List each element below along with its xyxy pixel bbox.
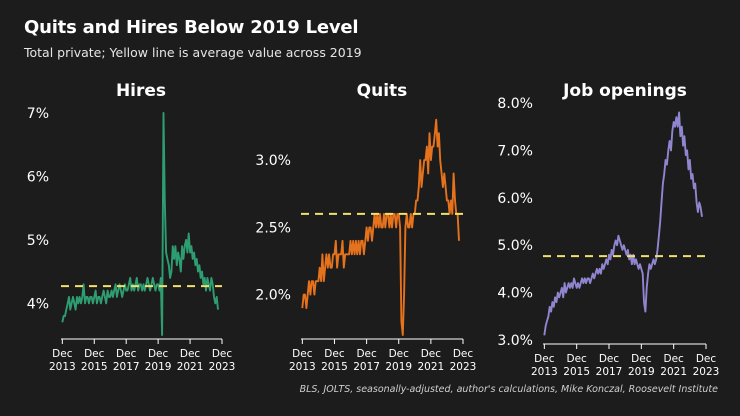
hires-y-tick-label: 5%: [27, 233, 49, 249]
quits-chart: Quits2.0%2.5%3.0%Dec2013Dec2015Dec2017De…: [255, 81, 476, 373]
quits-x-tick-label: Dec: [356, 348, 377, 360]
hires-x-tick-label: 2017: [113, 361, 140, 373]
hires-x-tick-label: 2015: [81, 361, 108, 373]
hires-x-tick-label: Dec: [52, 348, 73, 360]
hires-x-tick-label: 2019: [145, 361, 172, 373]
job-openings-x-tick-label: 2013: [531, 366, 558, 378]
hires-series-line: [61, 112, 219, 336]
job-openings-x-tick-label: 2017: [596, 366, 623, 378]
quits-x-tick-label: Dec: [292, 348, 313, 360]
hires-x-tick-label: Dec: [148, 348, 169, 360]
job-openings-y-tick-label: 5.0%: [497, 238, 533, 254]
quits-y-tick-label: 3.0%: [255, 153, 291, 169]
hires-y-tick-label: 6%: [27, 169, 49, 185]
hires-x-tick-label: 2013: [49, 361, 76, 373]
page-title: Quits and Hires Below 2019 Level: [24, 17, 359, 38]
job-openings-y-tick-label: 4.0%: [497, 286, 533, 302]
job-openings-y-tick-label: 7.0%: [497, 143, 533, 159]
job-openings-x-tick-label: Dec: [567, 353, 588, 365]
quits-x-tick-label: 2013: [289, 361, 316, 373]
quits-x-tick-label: 2015: [321, 361, 348, 373]
quits-x-tick-label: 2017: [353, 361, 380, 373]
hires-chart: Hires4%5%6%7%Dec2013Dec2015Dec2017Dec201…: [27, 81, 236, 373]
page-subtitle: Total private; Yellow line is average va…: [24, 45, 362, 60]
job-openings-y-tick-label: 3.0%: [497, 333, 533, 349]
job-openings-x-tick-label: Dec: [599, 353, 620, 365]
quits-y-tick-label: 2.5%: [255, 220, 291, 236]
hires-x-tick-label: 2023: [209, 361, 236, 373]
job-openings-y-tick-label: 6.0%: [497, 191, 533, 207]
hires-y-tick-label: 4%: [27, 296, 49, 312]
job-openings-chart: Job openings3.0%4.0%5.0%6.0%7.0%8.0%Dec2…: [497, 81, 719, 378]
job-openings-x-tick-label: 2015: [563, 366, 590, 378]
quits-x-tick-label: Dec: [324, 348, 345, 360]
quits-series-line: [301, 118, 460, 336]
quits-x-tick-label: 2023: [450, 361, 477, 373]
hires-x-tick-label: Dec: [212, 348, 233, 360]
job-openings-x-tick-label: Dec: [664, 353, 685, 365]
job-openings-x-tick-label: 2023: [693, 366, 720, 378]
quits-x-tick-label: 2019: [385, 361, 412, 373]
hires-x-tick-label: Dec: [180, 348, 201, 360]
quits-x-tick-label: Dec: [453, 348, 474, 360]
job-openings-x-tick-label: Dec: [534, 353, 555, 365]
job-openings-x-tick-label: Dec: [631, 353, 652, 365]
hires-chart-title: Hires: [116, 81, 166, 101]
hires-x-tick-label: Dec: [116, 348, 137, 360]
quits-y-tick-label: 2.0%: [255, 288, 291, 304]
source-note: BLS, JOLTS, seasonally-adjusted, author'…: [299, 384, 718, 395]
job-openings-x-tick-label: 2021: [660, 366, 687, 378]
quits-chart-title: Quits: [357, 81, 408, 101]
job-openings-chart-title: Job openings: [562, 81, 687, 101]
job-openings-series-line: [543, 111, 703, 336]
hires-y-tick-label: 7%: [27, 106, 49, 122]
job-openings-x-tick-label: Dec: [696, 353, 717, 365]
hires-x-tick-label: 2021: [177, 361, 204, 373]
job-openings-y-tick-label: 8.0%: [497, 96, 533, 112]
quits-x-tick-label: Dec: [389, 348, 410, 360]
quits-x-tick-label: 2021: [418, 361, 445, 373]
job-openings-x-tick-label: 2019: [628, 366, 655, 378]
quits-x-tick-label: Dec: [421, 348, 442, 360]
hires-x-tick-label: Dec: [84, 348, 105, 360]
